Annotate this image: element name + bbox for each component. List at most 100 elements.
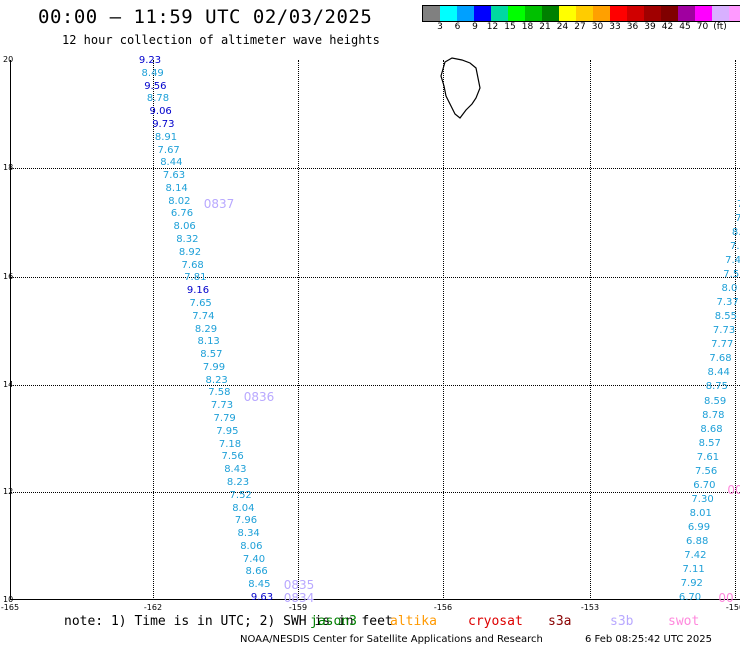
wave-height-value: 8.43 [224, 464, 247, 476]
wave-height-value: 7.92 [680, 577, 703, 589]
color-scale-label: 70 [696, 22, 709, 32]
wave-height-value: 9.23 [138, 55, 162, 66]
wave-height-value: 7. [730, 241, 740, 253]
pass-time-label: 0835 [283, 578, 315, 592]
color-swatch [695, 6, 712, 21]
lon-tick-label: -159 [288, 603, 308, 612]
wave-height-value: 7 [739, 185, 740, 196]
wave-height-value: 8.02 [168, 195, 191, 207]
color-swatch [457, 6, 474, 21]
color-swatch [712, 6, 729, 21]
wave-height-value: 7.56 [221, 451, 244, 463]
wave-height-value: 8.14 [165, 182, 188, 194]
color-swatch [474, 6, 491, 21]
wave-height-value: 7.42 [684, 549, 707, 561]
pass-time-label: 00 [727, 483, 740, 497]
grid-line-horizontal [10, 492, 740, 493]
wave-height-value: 9.56 [144, 80, 167, 92]
color-scale-label: 12 [486, 22, 499, 32]
lat-tick-label: 16 [3, 272, 14, 281]
wave-height-value: 8.29 [194, 323, 218, 335]
page-subtitle: 12 hour collection of altimeter wave hei… [62, 33, 380, 47]
wave-height-value: 8.0 [721, 283, 738, 295]
color-scale-label: 21 [539, 22, 551, 32]
pass-time-label: 00 [718, 591, 734, 605]
wave-height-value: 7.18 [218, 438, 242, 450]
wave-height-value: 7 [737, 199, 740, 210]
grid-line-vertical [590, 60, 591, 600]
wave-height-value: 8.91 [154, 131, 178, 143]
color-scale-label: 15 [504, 22, 516, 32]
color-scale-label: 42 [661, 22, 674, 32]
lon-tick-label: -156 [433, 603, 453, 612]
wave-height-value: 7.30 [691, 493, 714, 505]
wave-height-value: 8.55 [714, 311, 737, 323]
color-swatch [644, 6, 661, 21]
credit-text: NOAA/NESDIS Center for Satellite Applica… [240, 634, 543, 645]
lat-tick-label: 18 [3, 163, 14, 172]
color-swatch [661, 6, 678, 21]
page-title: 00:00 – 11:59 UTC 02/03/2025 [38, 6, 373, 28]
wave-height-value: 6.70 [693, 479, 716, 491]
wave-height-value: 8.49 [141, 67, 164, 79]
wave-height-value: 8.23 [226, 476, 250, 488]
color-swatch [559, 6, 576, 21]
wave-height-value: 7.73 [712, 325, 736, 337]
wave-height-value: 9.63 [250, 592, 274, 603]
wave-height-value: 8.75 [705, 381, 729, 393]
wave-height-value: 7.56 [694, 465, 718, 477]
wave-height-value: 7.11 [682, 563, 705, 575]
timestamp: 6 Feb 08:25:42 UTC 2025 [585, 634, 712, 645]
color-scale-bar [422, 5, 740, 22]
pass-time-label: 0837 [203, 197, 235, 211]
satellite-legend-s3b: s3b [610, 614, 634, 629]
wave-height-value: 9.73 [152, 118, 175, 130]
wave-height-value: 9.06 [149, 106, 172, 118]
color-swatch [508, 6, 525, 21]
lat-tick-label: 12 [3, 487, 14, 496]
satellite-legend-altika: altika [390, 614, 437, 629]
wave-height-value: 8. [731, 227, 740, 239]
wave-height-value: 8.04 [232, 502, 255, 514]
wave-height-value: 7.77 [711, 339, 734, 351]
wave-height-value: 7.63 [162, 170, 186, 182]
wave-height-value: 7.81 [184, 272, 207, 284]
lon-tick-label: -162 [143, 603, 163, 612]
color-scale-label: 18 [521, 22, 534, 32]
wave-height-value: 8.32 [176, 234, 199, 245]
satellite-legend-swot: swot [668, 614, 700, 629]
color-scale-label: 24 [556, 22, 569, 32]
grid-line-horizontal [10, 277, 740, 278]
wave-height-value: 6.70 [678, 592, 702, 603]
wave-height-value: 7 [735, 213, 740, 225]
color-swatch [678, 6, 695, 21]
color-swatch [729, 6, 740, 21]
wave-height-value: 7.5 [723, 269, 740, 281]
color-scale-label: 27 [574, 22, 586, 32]
wave-height-value: 8.68 [700, 423, 723, 435]
wave-height-value: 8.23 [205, 374, 228, 386]
wave-height-value: 6.99 [687, 521, 711, 533]
pass-time-label: 0834 [283, 591, 315, 605]
wave-height-value: 8.34 [237, 528, 260, 540]
wave-height-value: 8.78 [146, 93, 170, 105]
color-scale-label: 3 [437, 22, 443, 32]
color-scale-label: (ft) [713, 22, 727, 32]
wave-height-value: 7.96 [234, 515, 258, 527]
lat-tick-label: 10 [3, 595, 14, 604]
grid-line-vertical [735, 60, 736, 600]
wave-height-value: 7.68 [709, 353, 732, 365]
color-swatch [542, 6, 559, 21]
color-scale-label: 6 [454, 22, 461, 32]
wave-height-value: 7.37 [716, 297, 739, 309]
color-swatch [610, 6, 627, 21]
lon-tick-label: -165 [0, 603, 20, 612]
wave-height-value: 7.61 [696, 451, 720, 463]
pass-time-label: 0836 [243, 390, 275, 404]
wave-height-value: 8.44 [707, 367, 730, 379]
wave-height-value: 7.68 [181, 259, 204, 271]
color-scale-label: 30 [591, 22, 604, 32]
wave-height-value: 6.76 [170, 208, 194, 220]
color-scale-label: 45 [679, 22, 691, 32]
